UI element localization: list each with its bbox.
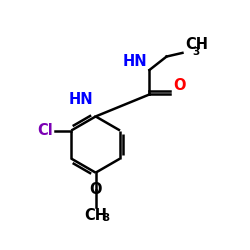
- Text: HN: HN: [122, 54, 147, 69]
- Text: HN: HN: [68, 92, 93, 107]
- Text: CH: CH: [84, 208, 107, 223]
- Text: O: O: [90, 182, 102, 197]
- Text: CH: CH: [185, 37, 208, 52]
- Text: O: O: [173, 78, 186, 93]
- Text: 3: 3: [193, 47, 200, 57]
- Text: Cl: Cl: [37, 123, 53, 138]
- Text: 3: 3: [102, 214, 110, 224]
